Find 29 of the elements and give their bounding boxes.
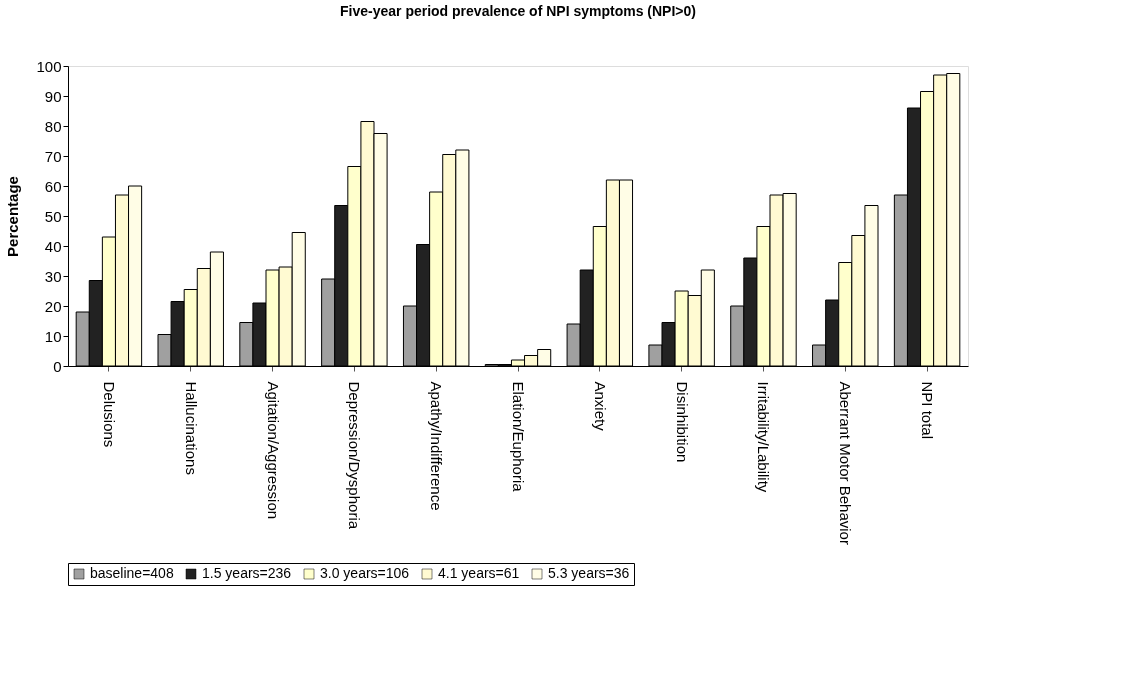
x-tick-label: Anxiety (591, 381, 609, 432)
x-tick-label: Hallucinations (182, 381, 200, 475)
y-tick-label: 80 (44, 117, 62, 135)
y-tick-label: 40 (44, 237, 62, 255)
x-tick-label: Depression/Dysphoria (346, 381, 364, 530)
y-tick-label: 30 (44, 267, 62, 285)
y-tick-label: 60 (44, 177, 62, 195)
x-tick-label: Agitation/Aggression (264, 381, 282, 520)
x-tick-label: Irritability/Lability (755, 381, 773, 493)
x-tick-label: Delusions (100, 381, 118, 448)
x-tick-label: Apathy/Indifference (428, 381, 446, 511)
y-tick-label: 90 (44, 87, 62, 105)
x-tick-label: Aberrant Motor Behavior (837, 381, 855, 545)
legend-label: 4.1 years=61 (438, 565, 520, 581)
y-tick-label: 70 (44, 147, 62, 165)
y-axis-title: Percentage (4, 176, 22, 257)
y-tick-label: 100 (36, 57, 62, 75)
legend-label: baseline=408 (90, 565, 174, 581)
x-tick-label: NPI total (919, 381, 937, 440)
legend-label: 5.3 years=36 (548, 565, 630, 581)
y-tick-label: 20 (44, 297, 62, 315)
legend-label: 1.5 years=236 (202, 565, 292, 581)
y-tick-label: 0 (53, 357, 62, 375)
x-tick-label: Elation/Euphoria (510, 381, 527, 493)
x-tick-label: Disinhibition (673, 381, 691, 463)
legend-label: 3.0 years=106 (320, 565, 410, 581)
y-tick-label: 10 (44, 327, 62, 345)
chart-title: Five-year period prevalence of NPI symptoms (NPI>0) (340, 3, 696, 19)
y-tick-label: 50 (44, 207, 62, 225)
